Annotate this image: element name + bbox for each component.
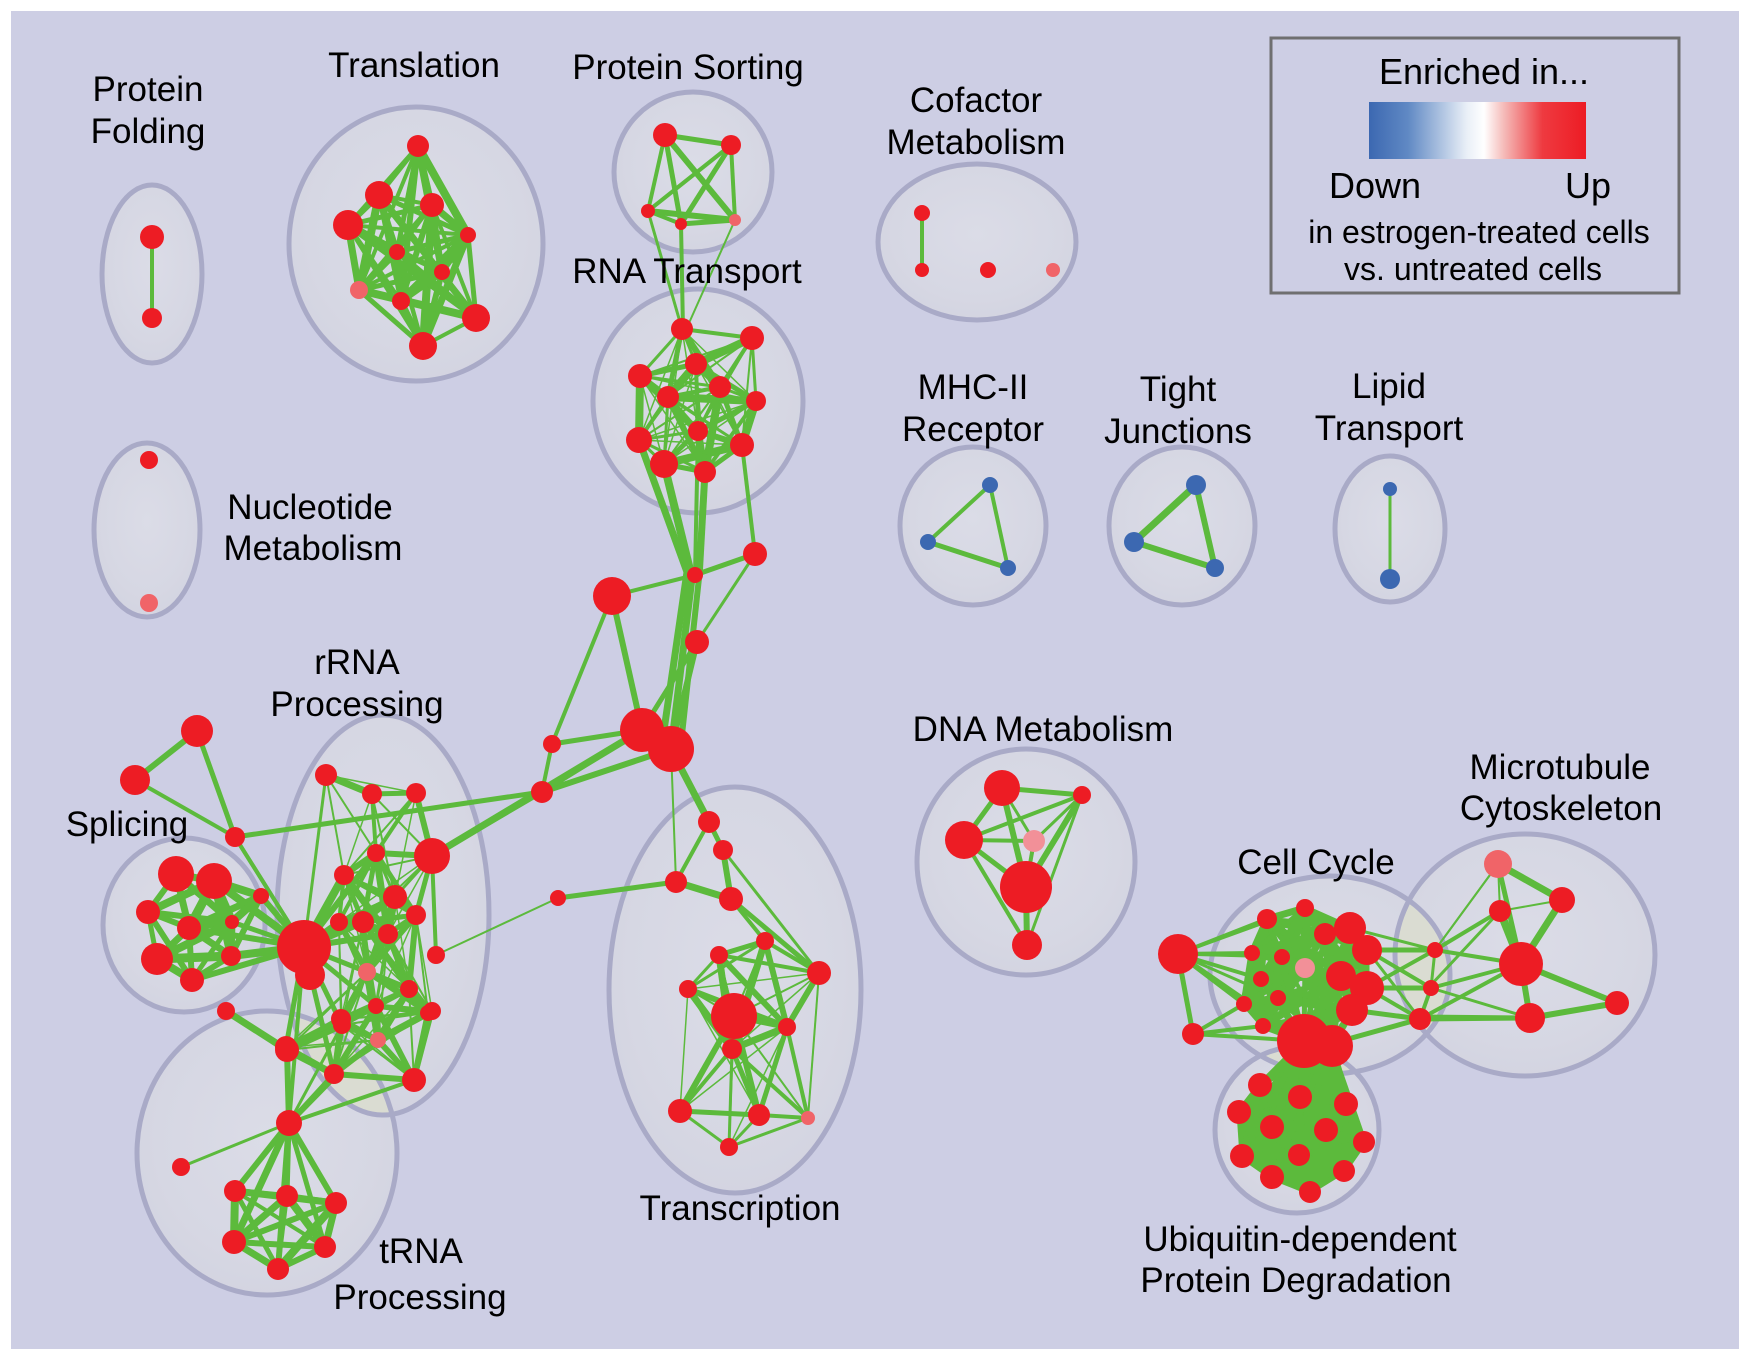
svg-text:Folding: Folding bbox=[91, 112, 206, 151]
svg-text:Transcription: Transcription bbox=[640, 1189, 841, 1228]
svg-text:Processing: Processing bbox=[270, 685, 443, 724]
svg-text:Transport: Transport bbox=[1315, 409, 1464, 448]
svg-text:Cytoskeleton: Cytoskeleton bbox=[1460, 789, 1662, 828]
svg-text:Down: Down bbox=[1329, 165, 1421, 206]
svg-text:Protein: Protein bbox=[93, 70, 204, 109]
svg-text:Up: Up bbox=[1565, 165, 1611, 206]
svg-text:Protein Degradation: Protein Degradation bbox=[1140, 1261, 1451, 1300]
svg-text:MHC-II: MHC-II bbox=[918, 368, 1029, 407]
svg-text:Microtubule: Microtubule bbox=[1470, 748, 1651, 787]
svg-text:Nucleotide: Nucleotide bbox=[227, 488, 392, 527]
svg-text:Junctions: Junctions bbox=[1104, 412, 1252, 451]
svg-text:Metabolism: Metabolism bbox=[224, 529, 403, 568]
svg-text:Receptor: Receptor bbox=[902, 410, 1044, 449]
svg-text:DNA Metabolism: DNA Metabolism bbox=[913, 710, 1174, 749]
svg-text:Protein Sorting: Protein Sorting bbox=[572, 48, 804, 87]
svg-text:Lipid: Lipid bbox=[1352, 367, 1426, 406]
svg-text:Cell Cycle: Cell Cycle bbox=[1237, 843, 1395, 882]
svg-text:Translation: Translation bbox=[328, 46, 500, 85]
svg-text:vs. untreated cells: vs. untreated cells bbox=[1344, 251, 1602, 287]
svg-text:Tight: Tight bbox=[1140, 370, 1217, 409]
svg-text:Ubiquitin-dependent: Ubiquitin-dependent bbox=[1143, 1220, 1457, 1259]
svg-text:Processing: Processing bbox=[333, 1278, 506, 1317]
svg-text:in estrogen-treated cells: in estrogen-treated cells bbox=[1308, 214, 1650, 250]
svg-text:rRNA: rRNA bbox=[314, 643, 400, 682]
svg-text:Enriched in...: Enriched in... bbox=[1379, 51, 1589, 92]
svg-text:tRNA: tRNA bbox=[379, 1232, 463, 1271]
svg-text:Splicing: Splicing bbox=[66, 805, 189, 844]
svg-text:Metabolism: Metabolism bbox=[887, 123, 1066, 162]
svg-text:Cofactor: Cofactor bbox=[910, 81, 1043, 120]
svg-text:RNA Transport: RNA Transport bbox=[572, 252, 802, 291]
